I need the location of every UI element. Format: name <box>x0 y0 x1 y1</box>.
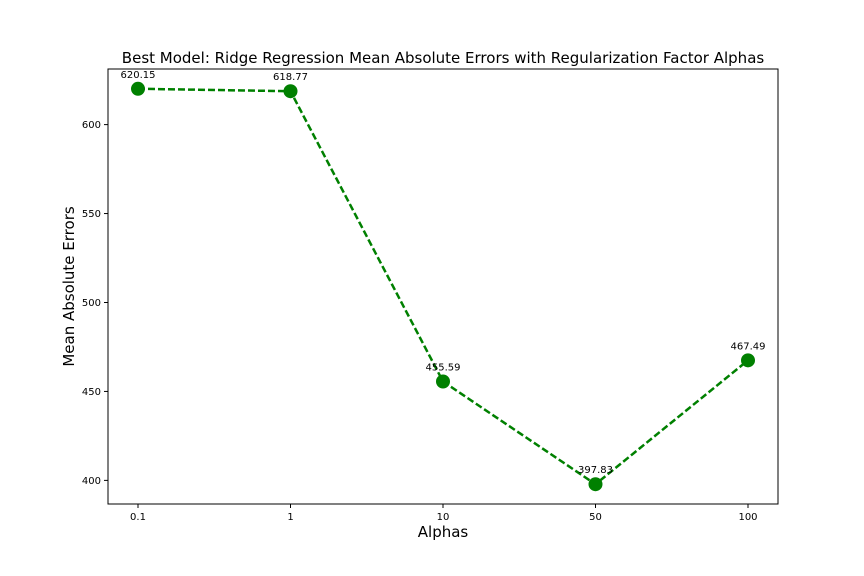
data-label: 467.49 <box>731 341 766 352</box>
x-tick-label: 50 <box>589 512 602 523</box>
series-line <box>137 87 749 486</box>
x-axis-label: Alphas <box>418 523 469 541</box>
x-tick-label: 1 <box>287 512 293 523</box>
data-label: 620.15 <box>121 70 156 81</box>
data-labels: 620.15 618.77 455.59 397.83 467.49 <box>121 70 766 476</box>
data-point <box>283 84 298 99</box>
plot-area <box>107 68 779 505</box>
y-tick-label: 550 <box>82 209 101 220</box>
data-point <box>436 374 450 389</box>
y-tick-label: 500 <box>82 298 101 309</box>
plot-frame <box>107 68 779 505</box>
series-layer <box>131 81 755 492</box>
x-tick-label: 10 <box>437 512 450 523</box>
chart-title: Best Model: Ridge Regression Mean Absolu… <box>122 49 765 67</box>
x-tick-label: 0.1 <box>130 512 146 523</box>
data-label: 618.77 <box>273 72 308 83</box>
y-axis-label: Mean Absolute Errors <box>60 206 78 367</box>
data-label: 455.59 <box>426 362 461 373</box>
y-tick-label: 600 <box>82 120 101 131</box>
data-point <box>741 353 755 368</box>
y-axis: 400 450 500 550 600 <box>82 120 108 487</box>
data-label: 397.83 <box>578 465 613 476</box>
x-tick-label: 100 <box>738 512 757 523</box>
data-point <box>588 477 603 492</box>
data-point <box>131 81 145 96</box>
y-tick-label: 400 <box>82 476 101 487</box>
y-tick-label: 450 <box>82 387 101 398</box>
x-axis: 0.1 1 10 50 100 <box>130 504 758 523</box>
